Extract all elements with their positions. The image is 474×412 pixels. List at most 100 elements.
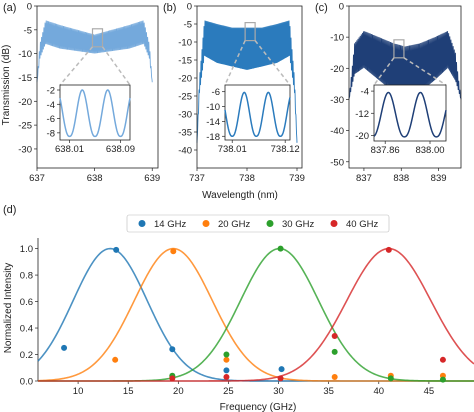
inset-trace-a [59, 89, 131, 138]
ytick-label-a-4: -20 [18, 97, 32, 108]
ylabel-intensity: Normalized Intensity [3, 263, 14, 354]
data-point-3-0 [169, 375, 176, 382]
data-point-3-4 [385, 246, 392, 253]
inset-ytick-label-a-3: -8 [47, 128, 55, 139]
legend-label-14: 14 GHz [154, 219, 186, 230]
ytick-label-b-8: -40 [178, 146, 192, 157]
panel-label-b: (b) [163, 2, 176, 14]
inset-ytick-label-c-1: -12 [355, 109, 369, 120]
inset-ytick-label-b-2: -14 [206, 117, 220, 128]
inset-frame-a [59, 84, 131, 141]
ytick-label-c-5: -50 [330, 157, 344, 168]
xtick-label-d-7: 45 [424, 386, 435, 397]
fit-curve-0 [37, 247, 474, 382]
ytick-label-a-6: -30 [18, 144, 32, 155]
legend-label-30: 30 GHz [282, 219, 314, 230]
fit-curve-3 [38, 247, 474, 382]
inset-ytick-label-b-3: -18 [206, 132, 220, 143]
zoom-line-right-c [403, 57, 447, 86]
xtick-label-b-1: 738 [239, 173, 255, 184]
panel-label-c: (c) [315, 2, 328, 14]
ytick-label-a-2: -10 [18, 49, 32, 60]
inset-xtick-label-b-0: 738.01 [218, 144, 247, 155]
xtick-label-d-0: 10 [73, 386, 84, 397]
xtick-label-d-4: 30 [273, 386, 284, 397]
inset-ytick-label-c-0: -4 [361, 87, 369, 98]
panel-label-a: (a) [3, 2, 16, 14]
data-point-1-0 [112, 356, 119, 363]
xtick-label-b-2: 739 [289, 173, 305, 184]
legend-marker-30 [266, 220, 274, 227]
ytick-label-d-0: 0.0 [20, 377, 33, 388]
plot-frame-a [36, 5, 159, 169]
xtick-label-d-2: 20 [173, 386, 184, 397]
ytick-label-b-4: -20 [178, 74, 192, 85]
data-point-0-2 [169, 346, 176, 353]
fit-curve-1 [37, 247, 474, 382]
inset-frame-c [373, 84, 447, 142]
inset-ytick-label-b-0: -6 [212, 87, 220, 98]
ytick-label-a-1: -5 [24, 25, 32, 36]
ytick-label-b-7: -35 [178, 128, 192, 139]
xtick-label-d-3: 25 [223, 386, 234, 397]
data-point-0-0 [61, 344, 68, 351]
data-point-2-4 [387, 375, 394, 382]
data-point-1-4 [331, 374, 338, 381]
inset-xtick-label-c-1: 838.00 [415, 145, 444, 156]
ytick-label-c-2: -20 [330, 64, 344, 75]
data-point-1-2 [223, 356, 230, 363]
data-point-3-5 [439, 356, 446, 363]
ytick-label-b-2: -10 [178, 38, 192, 49]
data-point-1-1 [170, 248, 177, 255]
xtick-label-a-2: 639 [144, 173, 160, 184]
data-point-2-3 [331, 348, 338, 355]
legend-marker-20 [202, 220, 210, 227]
inset-xtick-label-b-1: 738.12 [271, 144, 300, 155]
spectrum-trace-b [196, 20, 298, 143]
legend-label-40: 40 GHz [346, 219, 378, 230]
xtick-label-a-1: 638 [87, 173, 103, 184]
fit-curve-2 [38, 247, 474, 382]
data-point-0-1 [113, 246, 120, 253]
zoom-line-left-b [224, 40, 246, 86]
ytick-label-d-4: 0.8 [20, 271, 33, 282]
inset-ytick-label-c-2: -20 [355, 131, 369, 142]
inset-ytick-label-a-0: -2 [47, 86, 55, 97]
xtick-label-c-2: 839 [431, 173, 447, 184]
legend-marker-14 [138, 220, 146, 227]
ytick-label-a-3: -15 [18, 73, 32, 84]
ylabel-transmission: Transmission (dB) [1, 45, 12, 126]
data-point-0-4 [278, 366, 285, 373]
xtick-label-c-1: 838 [393, 173, 409, 184]
xlabel-frequency: Frequency (GHz) [220, 402, 297, 412]
inset-ytick-label-a-2: -6 [47, 114, 55, 125]
legend-label-20: 20 GHz [218, 219, 250, 230]
zoom-line-right-a [101, 46, 131, 86]
ytick-label-d-2: 0.4 [20, 324, 33, 335]
inset-trace-b [224, 91, 291, 138]
data-point-3-3 [331, 332, 338, 339]
inset-xtick-label-a-1: 638.09 [106, 144, 135, 155]
zoom-box-c [393, 39, 405, 59]
zoom-line-left-a [59, 46, 94, 86]
plot-frame-c [348, 5, 462, 169]
ytick-label-b-0: 0 [187, 2, 192, 13]
ytick-label-c-4: -40 [330, 126, 344, 137]
xlabel-wavelength: Wavelength (nm) [202, 190, 278, 201]
xtick-label-d-5: 35 [323, 386, 334, 397]
data-point-2-1 [223, 351, 230, 358]
xtick-label-a-0: 637 [29, 173, 45, 184]
zoom-box-a [91, 28, 104, 48]
data-point-3-1 [223, 374, 230, 381]
data-point-2-2 [277, 245, 284, 252]
legend-marker-40 [330, 220, 338, 227]
data-point-2-5 [439, 376, 446, 383]
zoom-line-left-c [373, 57, 395, 86]
inset-ytick-label-b-1: -10 [206, 102, 220, 113]
xtick-label-b-0: 737 [189, 173, 205, 184]
ytick-label-d-3: 0.6 [20, 297, 33, 308]
panel-label-d: (d) [3, 204, 16, 216]
xtick-label-d-1: 15 [123, 386, 134, 397]
xtick-label-c-0: 837 [356, 173, 372, 184]
